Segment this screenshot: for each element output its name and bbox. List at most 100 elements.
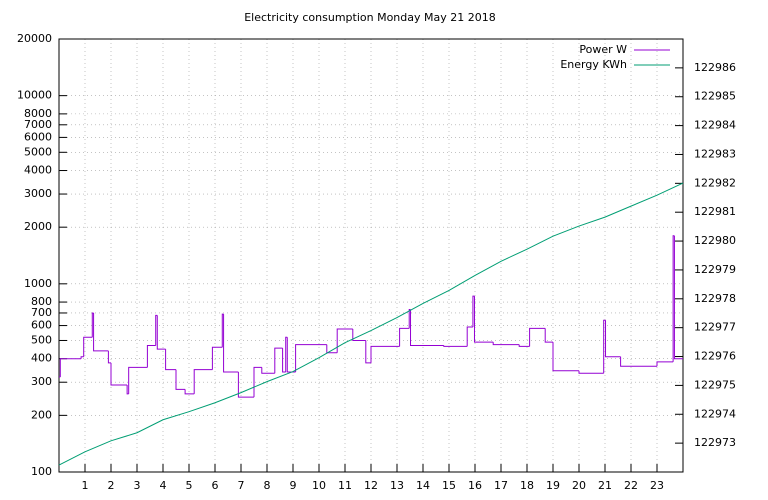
y-tick-label: 8000 [24,107,52,120]
y2-tick-label: 122983 [694,147,736,160]
power-step [211,346,223,370]
y-tick-label: 600 [31,319,52,332]
y-tick-label: 6000 [24,130,52,143]
power-step [282,348,286,373]
power-step [673,235,683,360]
x-tick-label: 18 [520,479,534,492]
power-step [221,313,224,348]
power-step [91,312,94,338]
x-tick-label: 1 [82,479,89,492]
y-tick-label: 10000 [17,89,52,102]
legend-label: Energy KWh [560,58,627,71]
x-tick-label: 21 [598,479,612,492]
x-tick-label: 8 [264,479,271,492]
y2-tick-label: 122978 [694,292,736,305]
y2-tick-label: 122973 [694,436,736,449]
x-tick-label: 17 [494,479,508,492]
power-step [175,369,186,390]
power-step [529,327,546,347]
x-tick-label: 13 [390,479,404,492]
x-tick-label: 20 [572,479,586,492]
power-step [128,366,148,394]
energy-line [58,182,684,466]
power-step [492,342,520,346]
x-tick-label: 19 [546,479,560,492]
power-step [620,356,657,367]
x-tick-label: 5 [186,479,193,492]
x-tick-label: 9 [290,479,297,492]
power-step [223,314,239,373]
power-step [295,344,327,372]
power-step [156,315,166,350]
x-tick-label: 4 [160,479,167,492]
y2-tick-label: 122977 [694,321,736,334]
power-step [443,345,468,347]
y-tick-label: 5000 [24,145,52,158]
power-step [83,336,93,357]
x-tick-label: 11 [338,479,352,492]
power-step [578,370,604,374]
power-step [605,320,621,358]
power-step [472,295,475,327]
y-tick-label: 300 [31,375,52,388]
y-tick-label: 3000 [24,187,52,200]
y2-tick-label: 122979 [694,263,736,276]
power-step [93,312,109,352]
power-step [184,389,195,395]
x-tick-label: 7 [238,479,245,492]
y-tick-label: 7000 [24,118,52,131]
plot-frame [58,38,684,473]
power-step [155,314,158,346]
y2-tick-label: 122985 [694,90,736,103]
power-step [656,361,674,367]
x-tick-label: 23 [650,479,664,492]
power-step [193,369,213,394]
power-step [107,350,111,364]
x-tick-label: 6 [212,479,219,492]
y-tick-label: 400 [31,352,52,365]
power-step [473,296,494,343]
y2-tick-label: 122975 [694,378,736,391]
y-tick-label: 1000 [24,277,52,290]
power-step [544,328,553,343]
y2-tick-label: 122976 [694,350,736,363]
y2-tick-label: 122980 [694,234,736,247]
power-step [237,371,254,398]
chart-title: Electricity consumption Monday May 21 20… [244,11,496,24]
power-step [80,356,84,359]
power-step [336,328,353,353]
power-step [285,336,288,372]
y-tick-label: 500 [31,333,52,346]
y2-tick-label: 122974 [694,407,736,420]
power-step [146,345,156,368]
x-tick-label: 15 [442,479,456,492]
x-tick-label: 14 [416,479,430,492]
power-step [59,358,82,377]
power-step [165,349,176,371]
power-step [552,342,579,372]
x-tick-label: 16 [468,479,482,492]
power-step [518,344,530,347]
power-step [365,340,371,364]
y2-tick-label: 122984 [694,119,736,132]
power-step [410,309,444,347]
power-step [370,345,400,363]
y-tick-label: 100 [31,465,52,478]
legend-label: Power W [579,43,627,56]
y-tick-label: 2000 [24,220,52,233]
power-step [126,384,129,395]
y-tick-label: 20000 [17,32,52,45]
y-tick-label: 4000 [24,164,52,177]
power-step [110,362,128,386]
x-tick-label: 3 [134,479,141,492]
y2-tick-label: 122981 [694,205,736,218]
power-step [672,235,675,362]
power-step [399,327,410,347]
power-step [274,347,283,374]
y2-tick-label: 122982 [694,176,736,189]
x-tick-label: 12 [364,479,378,492]
power-step [261,367,275,374]
y-tick-label: 700 [31,306,52,319]
